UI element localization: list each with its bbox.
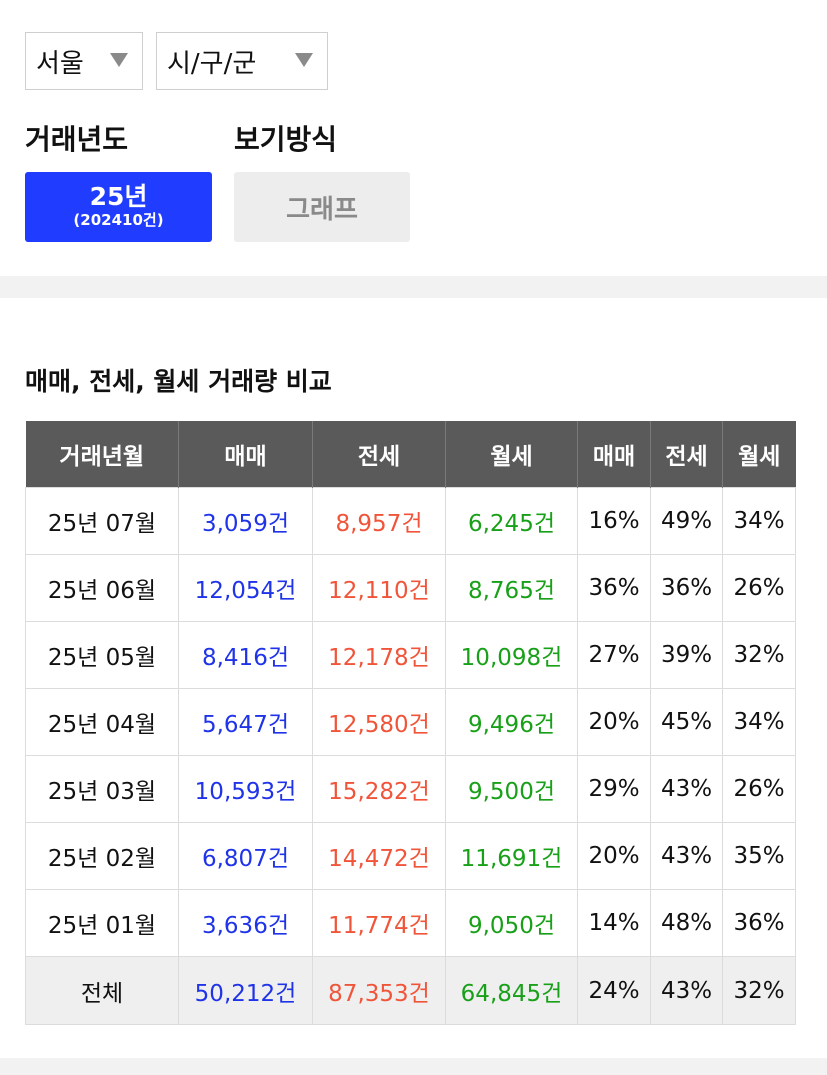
graph-button-label: 그래프	[286, 194, 358, 225]
row-jeonse-pct: 48%	[650, 889, 723, 957]
row-jeonse: 8,957건	[312, 487, 446, 555]
year-button-label: 25년	[89, 182, 148, 211]
section-divider	[0, 276, 827, 298]
row-month: 25년 06월	[25, 554, 179, 622]
header-jeonse-pct: 전세	[650, 421, 723, 488]
row-monthly: 6,245건	[445, 487, 578, 555]
table-row: 25년 03월 10,593건 15,282건 9,500건 29% 43% 2…	[25, 755, 796, 823]
row-sale-pct: 27%	[577, 621, 651, 689]
row-monthly-pct: 35%	[722, 822, 796, 890]
row-monthly: 9,496건	[445, 688, 578, 756]
row-jeonse-pct: 36%	[650, 554, 723, 622]
row-monthly-pct: 26%	[722, 755, 796, 823]
row-jeonse-pct: 43%	[650, 755, 723, 823]
row-jeonse: 14,472건	[312, 822, 446, 890]
row-jeonse: 12,110건	[312, 554, 446, 622]
row-monthly: 11,691건	[445, 822, 578, 890]
row-jeonse-pct: 45%	[650, 688, 723, 756]
row-jeonse-pct: 39%	[650, 621, 723, 689]
row-sale: 3,059건	[178, 487, 313, 555]
row-month: 25년 07월	[25, 487, 179, 555]
row-monthly: 9,050건	[445, 889, 578, 957]
caret-down-icon	[110, 53, 128, 67]
row-month: 25년 05월	[25, 621, 179, 689]
row-sale: 10,593건	[178, 755, 313, 823]
year-button[interactable]: 25년 (202410건)	[25, 172, 212, 242]
row-sale-pct: 29%	[577, 755, 651, 823]
total-jeonse-pct: 43%	[650, 956, 723, 1025]
row-sale-pct: 20%	[577, 822, 651, 890]
district-select-value: 시/구/군	[167, 48, 257, 79]
header-jeonse: 전세	[312, 421, 446, 488]
transaction-table: 거래년월 매매 전세 월세 매매 전세 월세 25년 07월 3,059건 8,…	[25, 421, 796, 1025]
row-sale: 6,807건	[178, 822, 313, 890]
table-row: 25년 01월 3,636건 11,774건 9,050건 14% 48% 36…	[25, 889, 796, 957]
row-month: 25년 02월	[25, 822, 179, 890]
total-label: 전체	[25, 956, 179, 1025]
graph-button[interactable]: 그래프	[234, 172, 410, 242]
district-select[interactable]: 시/구/군	[156, 32, 328, 90]
row-sale-pct: 14%	[577, 889, 651, 957]
total-sale: 50,212건	[178, 956, 313, 1025]
row-month: 25년 01월	[25, 889, 179, 957]
table-row: 25년 04월 5,647건 12,580건 9,496건 20% 45% 34…	[25, 688, 796, 756]
row-monthly: 9,500건	[445, 755, 578, 823]
year-button-count: (202410건)	[73, 211, 164, 229]
row-jeonse: 12,580건	[312, 688, 446, 756]
row-monthly-pct: 34%	[722, 487, 796, 555]
bottom-divider	[0, 1058, 827, 1075]
caret-down-icon	[295, 53, 313, 67]
row-sale-pct: 16%	[577, 487, 651, 555]
header-month: 거래년월	[25, 421, 179, 488]
row-monthly-pct: 34%	[722, 688, 796, 756]
total-monthly: 64,845건	[445, 956, 578, 1025]
city-select[interactable]: 서울	[25, 32, 143, 90]
table-header-row: 거래년월 매매 전세 월세 매매 전세 월세	[25, 421, 796, 488]
row-monthly: 8,765건	[445, 554, 578, 622]
row-jeonse: 11,774건	[312, 889, 446, 957]
row-sale: 5,647건	[178, 688, 313, 756]
row-jeonse: 12,178건	[312, 621, 446, 689]
table-row: 25년 07월 3,059건 8,957건 6,245건 16% 49% 34%	[25, 487, 796, 555]
total-sale-pct: 24%	[577, 956, 651, 1025]
header-sale-pct: 매매	[577, 421, 651, 488]
row-sale: 3,636건	[178, 889, 313, 957]
row-monthly-pct: 26%	[722, 554, 796, 622]
section-title: 매매, 전세, 월세 거래량 비교	[25, 367, 332, 396]
row-jeonse-pct: 43%	[650, 822, 723, 890]
view-label: 보기방식	[234, 123, 338, 156]
row-month: 25년 03월	[25, 755, 179, 823]
table-total-row: 전체 50,212건 87,353건 64,845건 24% 43% 32%	[25, 956, 796, 1025]
table-row: 25년 05월 8,416건 12,178건 10,098건 27% 39% 3…	[25, 621, 796, 689]
row-monthly: 10,098건	[445, 621, 578, 689]
row-jeonse: 15,282건	[312, 755, 446, 823]
city-select-value: 서울	[36, 48, 84, 79]
header-sale: 매매	[178, 421, 313, 488]
row-monthly-pct: 32%	[722, 621, 796, 689]
table-row: 25년 02월 6,807건 14,472건 11,691건 20% 43% 3…	[25, 822, 796, 890]
header-monthly-pct: 월세	[722, 421, 796, 488]
year-label: 거래년도	[25, 123, 129, 156]
row-sale-pct: 20%	[577, 688, 651, 756]
total-monthly-pct: 32%	[722, 956, 796, 1025]
row-sale-pct: 36%	[577, 554, 651, 622]
row-sale: 12,054건	[178, 554, 313, 622]
table-row: 25년 06월 12,054건 12,110건 8,765건 36% 36% 2…	[25, 554, 796, 622]
row-jeonse-pct: 49%	[650, 487, 723, 555]
row-monthly-pct: 36%	[722, 889, 796, 957]
row-sale: 8,416건	[178, 621, 313, 689]
row-month: 25년 04월	[25, 688, 179, 756]
header-monthly: 월세	[445, 421, 578, 488]
total-jeonse: 87,353건	[312, 956, 446, 1025]
